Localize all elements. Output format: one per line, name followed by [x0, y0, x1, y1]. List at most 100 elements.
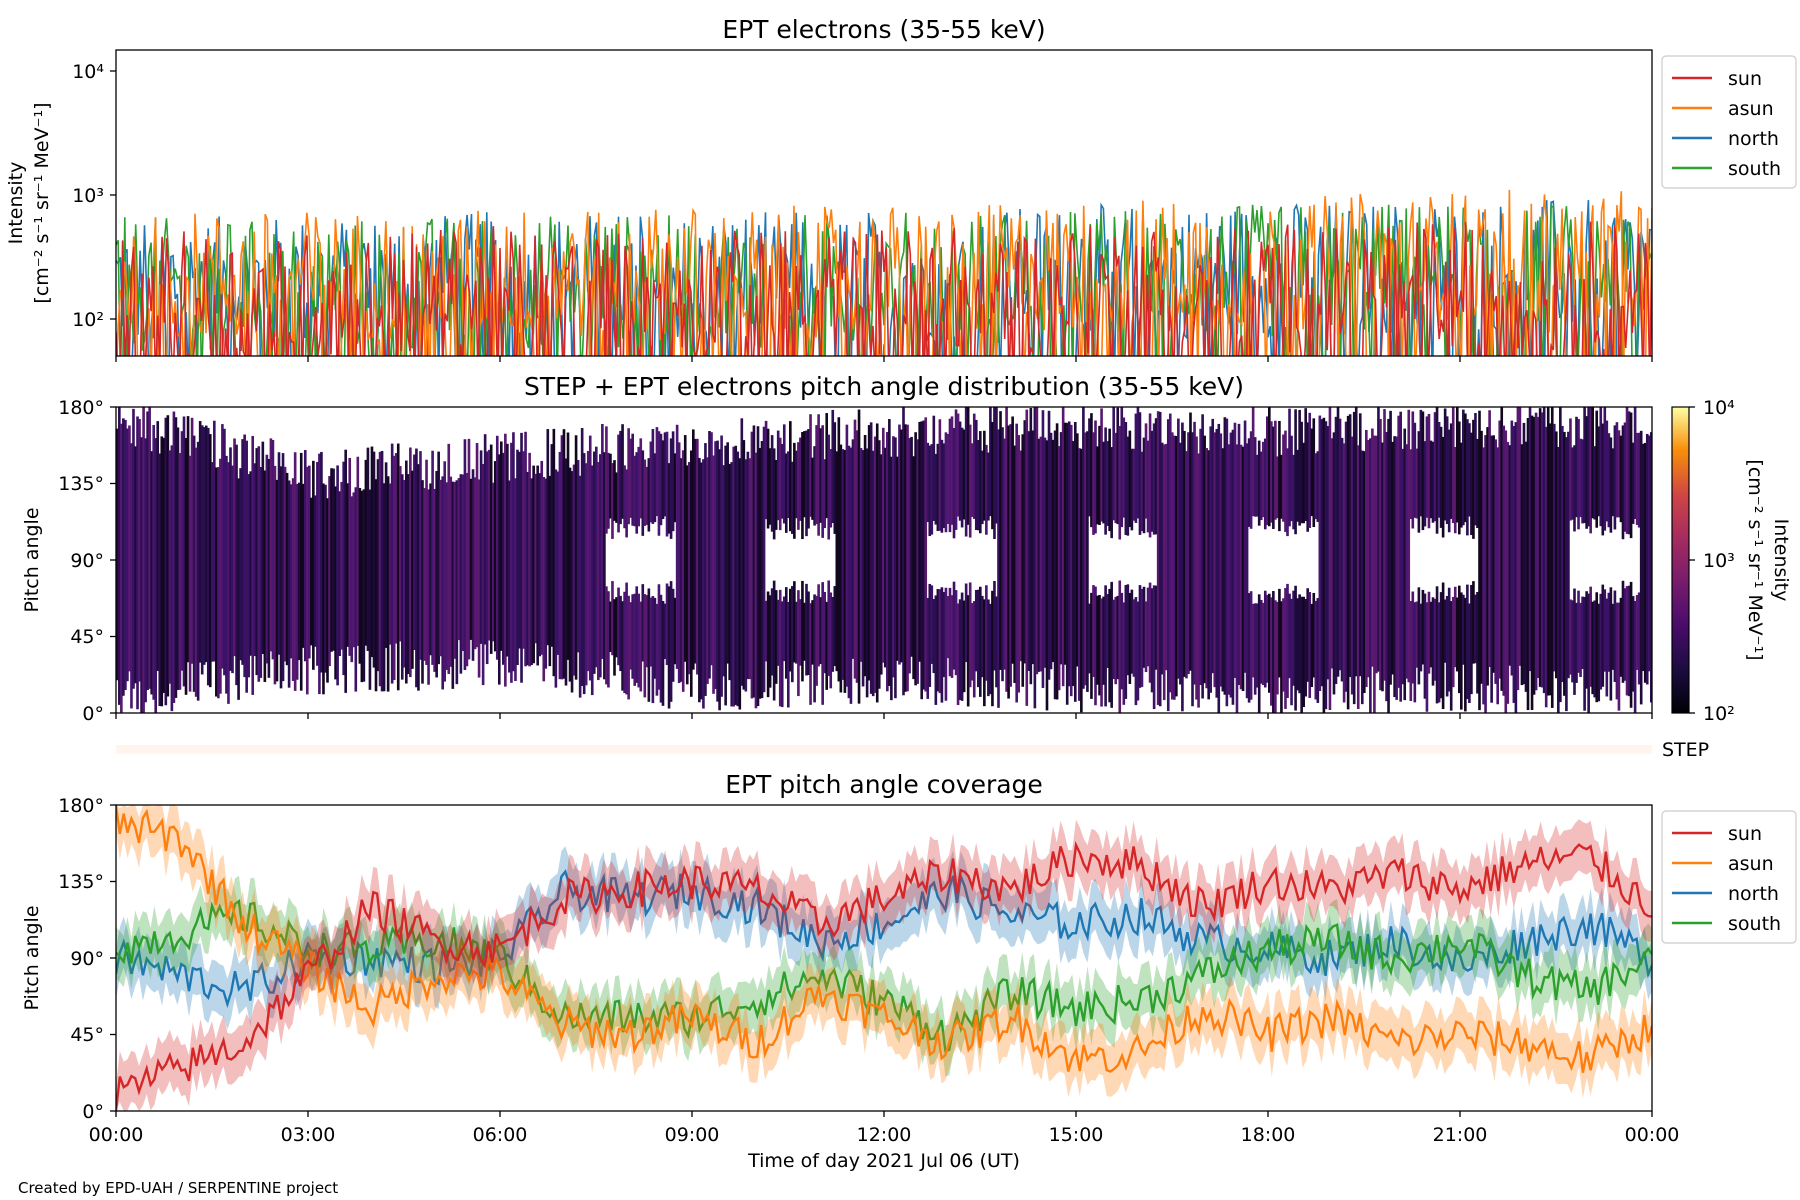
- heatmap-cell: [1484, 435, 1487, 713]
- heatmap-cell: [827, 580, 831, 676]
- heatmap-cell: [477, 479, 481, 678]
- panel1-legend: sun asun north south: [1661, 55, 1797, 189]
- heatmap-cell: [1639, 430, 1643, 705]
- series-line-north: [116, 869, 1652, 1009]
- heatmap-cell: [908, 438, 911, 674]
- heatmap-cell: [952, 428, 956, 539]
- heatmap-cell: [1090, 592, 1093, 699]
- heatmap-cell: [1251, 407, 1255, 517]
- heatmap-cell: [1320, 419, 1324, 687]
- heatmap-cell: [758, 447, 762, 699]
- heatmap-cell: [372, 451, 376, 668]
- heatmap-cell: [888, 419, 891, 687]
- heatmap-cell: [641, 584, 645, 662]
- heatmap-cell: [1090, 413, 1093, 528]
- heatmap-cell: [886, 432, 889, 692]
- heatmap-cell: [128, 425, 131, 672]
- heatmap-cell: [152, 424, 155, 700]
- heatmap-cell: [637, 593, 641, 688]
- heatmap-cell: [451, 481, 455, 689]
- heatmap-cell: [805, 430, 808, 537]
- heatmap-cell: [1193, 421, 1196, 685]
- panel-pitch-angle-coverage: EPT pitch angle coverage 180° 135° 90° 4…: [21, 770, 1797, 1172]
- heatmap-cell: [1498, 420, 1502, 679]
- heatmap-cell: [544, 478, 548, 669]
- heatmap-cell: [574, 435, 578, 680]
- heatmap-cell: [156, 421, 160, 671]
- heatmap-cell: [186, 416, 190, 663]
- heatmap-cell: [1631, 596, 1635, 692]
- panel2-title: STEP + EPT electrons pitch angle distrib…: [524, 372, 1244, 401]
- heatmap-cell: [1587, 407, 1590, 527]
- heatmap-cell: [1435, 407, 1439, 534]
- heatmap-cell: [1128, 430, 1132, 528]
- heatmap-cell: [1065, 422, 1069, 705]
- heatmap-cell: [910, 436, 913, 657]
- heatmap-cell: [655, 603, 659, 696]
- heatmap-cell: [1130, 589, 1134, 674]
- heatmap-cell: [960, 427, 964, 528]
- heatmap-cell: [1629, 581, 1633, 708]
- heatmap-cell: [1251, 603, 1255, 678]
- heatmap-cell: [1617, 602, 1621, 711]
- heatmap-cell: [1419, 603, 1423, 672]
- heatmap-cell: [659, 594, 663, 703]
- heatmap-cell: [118, 407, 121, 705]
- heatmap-cell: [928, 445, 932, 537]
- heatmap-cell: [1126, 584, 1130, 676]
- heatmap-cell: [1078, 448, 1081, 701]
- heatmap-cell: [1029, 407, 1033, 685]
- heatmap-cell: [469, 478, 473, 640]
- heatmap-cell: [934, 453, 938, 525]
- heatmap-cell: [653, 453, 657, 523]
- heatmap-cell: [504, 433, 507, 687]
- heatmap-cell: [613, 599, 616, 676]
- heatmap-cell: [768, 595, 772, 688]
- heatmap-cell: [1233, 422, 1237, 679]
- heatmap-cell: [940, 587, 944, 703]
- heatmap-cell: [1613, 590, 1617, 682]
- heatmap-cell: [1595, 592, 1599, 703]
- heatmap-cell: [1229, 432, 1233, 698]
- heatmap-cell: [1439, 426, 1443, 528]
- colorbar: 10⁴ 10³ 10² Intensity [cm⁻² s⁻¹ sr⁻¹ MeV…: [1671, 397, 1792, 725]
- heatmap-cell: [402, 479, 406, 668]
- heatmap-cell: [1490, 435, 1493, 703]
- heatmap-cell: [894, 437, 897, 699]
- heatmap-cell: [374, 479, 378, 692]
- heatmap-cell: [554, 469, 558, 688]
- heatmap-cell: [744, 459, 748, 692]
- heatmap-cell: [1599, 407, 1603, 527]
- heatmap-cell: [210, 462, 214, 662]
- heatmap-cell: [1455, 597, 1459, 672]
- heatmap-cell: [1532, 416, 1536, 695]
- heatmap-cell: [382, 483, 386, 692]
- heatmap-cell: [803, 431, 806, 518]
- heatmap-cell: [621, 601, 624, 691]
- heatmap-cell: [257, 446, 261, 682]
- heatmap-cell: [726, 442, 729, 664]
- heatmap-cell: [1625, 586, 1629, 696]
- heatmap-cell: [388, 483, 392, 645]
- heatmap-cell: [1270, 597, 1273, 706]
- heatmap-cell: [445, 482, 449, 670]
- heatmap-cell: [1280, 601, 1283, 713]
- panel2-ytick-label: 135°: [58, 473, 104, 495]
- heatmap-cell: [1007, 425, 1010, 699]
- series-band-sun: [116, 819, 1652, 1111]
- heatmap-cell: [920, 421, 923, 700]
- heatmap-cell: [1518, 407, 1522, 666]
- heatmap-cell: [251, 435, 255, 695]
- heatmap-cell: [776, 599, 780, 666]
- heatmap-cell: [938, 419, 942, 531]
- heatmap-cell: [689, 450, 693, 697]
- panel3-ytick-label: 180°: [58, 795, 104, 817]
- heatmap-cell: [661, 601, 665, 706]
- heatmap-cell: [815, 425, 818, 525]
- heatmap-cell: [1265, 594, 1269, 683]
- heatmap-cell: [714, 441, 717, 690]
- heatmap-cell: [1211, 418, 1215, 674]
- heatmap-cell: [912, 456, 915, 680]
- heatmap-cell: [734, 445, 738, 705]
- heatmap-cell: [993, 407, 996, 540]
